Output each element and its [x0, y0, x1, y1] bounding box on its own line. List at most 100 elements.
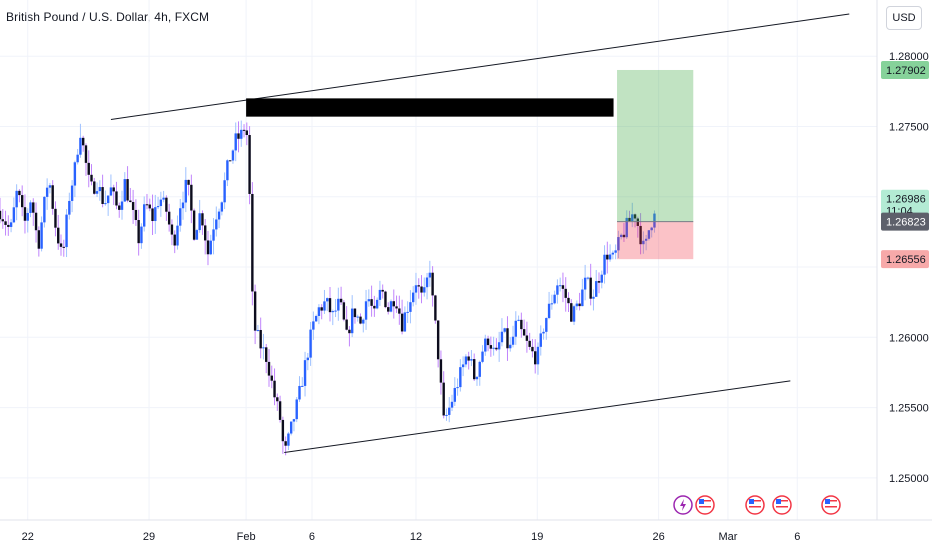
svg-text:1.26986: 1.26986 [886, 194, 926, 206]
candle-body [217, 211, 221, 220]
candle-body [184, 179, 187, 203]
economic-events[interactable] [673, 495, 841, 515]
candle-body [81, 137, 85, 146]
candle-body [434, 295, 437, 321]
candle-body [353, 308, 357, 318]
candle-body [251, 193, 254, 292]
us-flag-icon[interactable] [821, 495, 841, 515]
candle-body [43, 196, 46, 223]
candle-body [12, 207, 16, 223]
candle-body [68, 200, 71, 215]
x-tick-label: Feb [237, 531, 256, 543]
drawings[interactable] [110, 13, 850, 454]
candle-body [439, 359, 443, 383]
candle-body [467, 356, 470, 361]
candle-body [212, 229, 215, 241]
candle-body [320, 307, 323, 311]
candle-body [134, 209, 138, 221]
candle-body [550, 303, 554, 305]
candle-body [425, 277, 429, 288]
candle-body [475, 376, 479, 380]
resistance-zone[interactable] [246, 98, 614, 117]
candle-body [567, 297, 570, 304]
price-label: 1.26556 [881, 250, 929, 269]
candle-body [553, 294, 556, 304]
candle-body [167, 211, 171, 225]
candle-body [428, 272, 432, 278]
us-flag-icon[interactable] [695, 495, 715, 515]
candle-body [589, 277, 592, 299]
candle-body [26, 212, 29, 221]
candle-body [525, 335, 529, 341]
candle-body [37, 230, 41, 249]
candle-body [309, 329, 312, 358]
symbol-title[interactable]: British Pound / U.S. Dollar, 4h, FXCM [6, 10, 210, 24]
candle-body [642, 240, 645, 245]
candle-body [370, 299, 373, 306]
lower-trendline[interactable] [284, 380, 791, 454]
candle-body [506, 328, 509, 349]
candle-body [522, 329, 526, 336]
candle-body [534, 351, 537, 365]
candle-body [162, 197, 165, 200]
candle-body [448, 407, 451, 415]
candle-body [328, 298, 332, 313]
lightning-icon[interactable] [673, 495, 693, 515]
candle-body [18, 190, 21, 196]
candle-body [109, 187, 113, 196]
candle-body [276, 397, 279, 402]
candle-body [442, 382, 445, 416]
us-flag-icon[interactable] [772, 495, 792, 515]
candle-body [148, 204, 151, 209]
candle-body [603, 254, 606, 275]
x-tick-label: Mar [718, 531, 737, 543]
candle-body [578, 303, 581, 307]
candle-body [639, 225, 642, 245]
candle-body [187, 179, 190, 185]
candle-body [226, 160, 229, 181]
candle-body [118, 205, 121, 210]
candle-body [481, 351, 484, 362]
candle-body [220, 202, 224, 212]
candle-body [500, 331, 504, 343]
price-axis[interactable]: 1.25000 1.25500 1.26000 1.27500 1.28000 [876, 0, 929, 520]
candle-body [159, 199, 163, 207]
candle-body [242, 129, 246, 131]
candle-body [350, 308, 354, 334]
candle-body [1, 219, 4, 222]
candle-body [314, 315, 318, 322]
candle-body [531, 346, 534, 352]
currency-button[interactable]: USD [886, 6, 922, 30]
candle-body [614, 250, 617, 253]
candle-body [240, 129, 243, 139]
time-axis[interactable]: 22 29 Feb 6 12 19 26 Mar 6 [0, 519, 932, 543]
candle-body [123, 179, 126, 202]
candle-body [600, 274, 603, 283]
candle-body [137, 220, 140, 244]
candle-body [298, 385, 301, 400]
candle-body [231, 150, 235, 161]
candle-body [57, 227, 60, 244]
candle-body [143, 204, 146, 227]
candle-body [617, 237, 620, 251]
candle-body [306, 357, 310, 361]
candle-body [628, 217, 631, 222]
candle-body [84, 145, 88, 163]
long-position-target-zone[interactable] [617, 69, 694, 222]
candle-body [323, 301, 326, 311]
candle-body [98, 187, 102, 192]
candle-body [262, 347, 265, 349]
candle-body [556, 285, 559, 295]
x-tick-label: 6 [794, 531, 800, 543]
candle-body [456, 387, 459, 389]
candle-body [619, 234, 623, 238]
us-flag-icon[interactable] [745, 495, 765, 515]
candle-body [520, 319, 523, 330]
candle-body [312, 321, 315, 330]
upper-trendline[interactable] [110, 13, 850, 120]
candle-body [87, 162, 90, 175]
long-position-stop-zone[interactable] [617, 221, 694, 260]
candle-body [511, 336, 515, 345]
candle-body [411, 292, 415, 303]
